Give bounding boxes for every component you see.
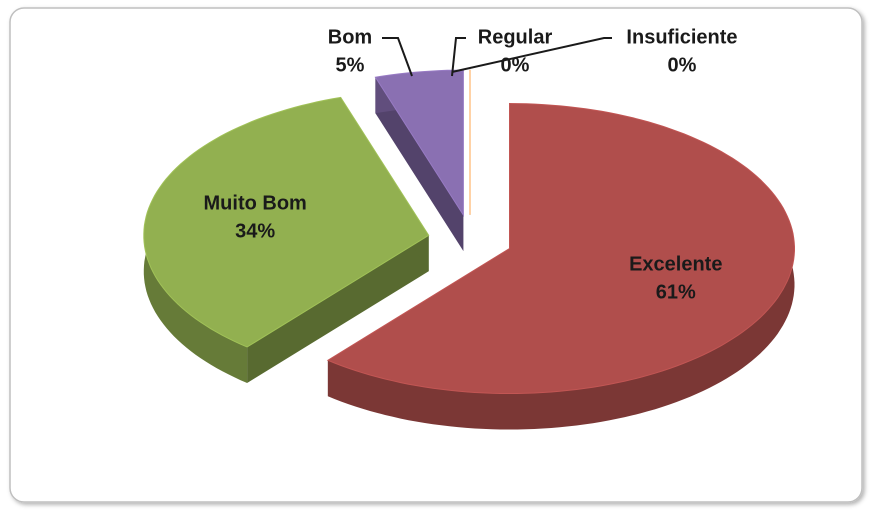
slice-wall (327, 103, 795, 430)
slice-top (326, 102, 795, 394)
category-label: Bom (328, 26, 372, 48)
value-label: 34% (235, 221, 275, 243)
pie-slice (326, 102, 795, 430)
leader-line (451, 37, 466, 77)
slice-side (247, 235, 429, 383)
category-label: Insuficiente (626, 26, 737, 48)
slice-top (143, 96, 430, 348)
value-label: 5% (336, 54, 365, 76)
category-label: Excelente (629, 253, 722, 275)
value-label: 0% (668, 54, 697, 76)
category-label: Regular (478, 26, 553, 48)
leader-line (382, 37, 413, 77)
slice-top (374, 69, 464, 217)
category-label: Muito Bom (204, 193, 307, 215)
pie-slice (143, 96, 430, 384)
leader-line (451, 37, 612, 73)
slice-side (375, 77, 464, 252)
pie-slice (374, 69, 464, 252)
value-label: 61% (656, 281, 696, 303)
